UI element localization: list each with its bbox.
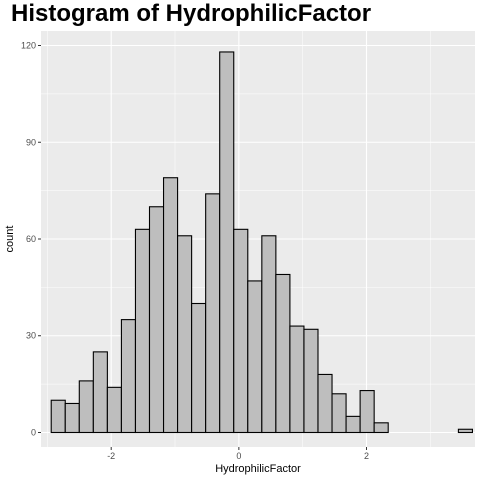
histogram-bar bbox=[148, 206, 165, 434]
histogram-bars bbox=[50, 51, 473, 434]
histogram-bar bbox=[331, 393, 347, 434]
histogram-bar bbox=[92, 351, 108, 434]
histogram-bar bbox=[289, 325, 305, 434]
x-tick-label: -2 bbox=[107, 451, 115, 461]
y-tick-label: 90 bbox=[26, 137, 36, 147]
histogram-bar bbox=[275, 273, 291, 434]
histogram-bar bbox=[373, 422, 389, 434]
histogram-bar bbox=[191, 302, 207, 434]
histogram-bar bbox=[78, 380, 94, 434]
histogram-bar bbox=[457, 428, 473, 434]
histogram-bar bbox=[64, 402, 80, 434]
major-gridlines bbox=[41, 31, 475, 447]
histogram-bar bbox=[247, 280, 263, 434]
histogram-bar bbox=[162, 177, 179, 434]
histogram-bar bbox=[303, 328, 319, 434]
y-axis-ticks: 0 30 60 90 120 bbox=[21, 41, 41, 437]
histogram-bar bbox=[177, 235, 193, 434]
chart-title: Histogram of HydrophilicFactor bbox=[11, 0, 372, 27]
histogram-bar bbox=[345, 415, 361, 434]
histogram-bar bbox=[261, 235, 277, 434]
y-tick-label: 60 bbox=[26, 234, 36, 244]
y-tick-label: 0 bbox=[31, 427, 36, 437]
histogram-bar bbox=[359, 390, 375, 434]
histogram-bar bbox=[134, 228, 151, 434]
x-axis-title: HydrophilicFactor bbox=[215, 463, 301, 475]
x-axis-ticks: -2 0 2 bbox=[107, 447, 369, 461]
y-axis-title: count bbox=[4, 226, 16, 253]
histogram-bar bbox=[205, 193, 221, 434]
histogram-bar bbox=[50, 399, 66, 434]
histogram-bar bbox=[106, 386, 122, 434]
y-tick-label: 30 bbox=[26, 331, 36, 341]
histogram-bar bbox=[219, 51, 235, 434]
y-tick-label: 120 bbox=[21, 41, 36, 51]
x-tick-label: 2 bbox=[364, 451, 369, 461]
histogram-bar bbox=[317, 373, 333, 434]
x-tick-label: 0 bbox=[236, 451, 241, 461]
histogram-bar bbox=[233, 228, 249, 434]
histogram-bar bbox=[120, 319, 137, 434]
